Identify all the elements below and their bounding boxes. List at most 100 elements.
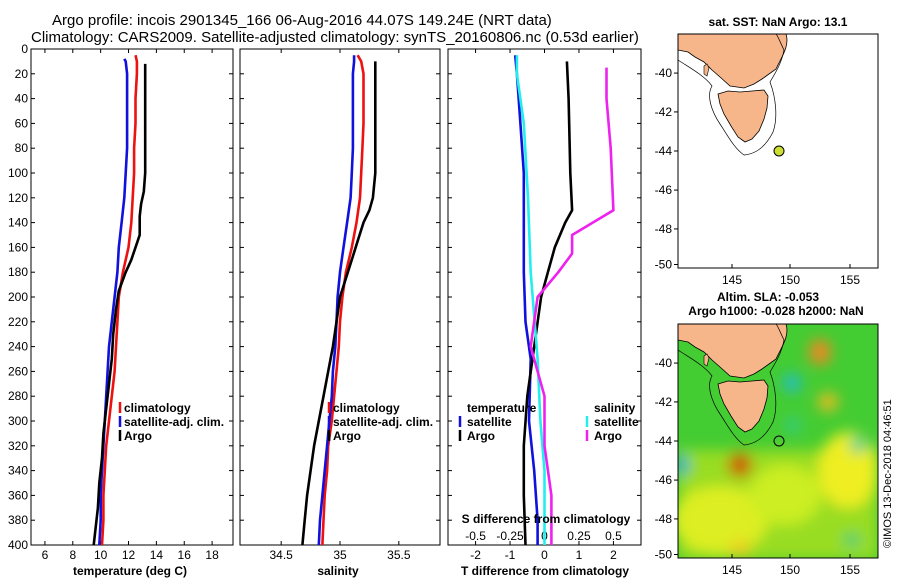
- y-tick-label: 20: [15, 67, 29, 81]
- y-tick-label: 200: [8, 290, 28, 304]
- y-tick-label: 320: [8, 439, 28, 453]
- sla-field-high: [678, 486, 768, 554]
- legend-sal-satellite-label: satellite: [594, 415, 639, 429]
- map-y-tick-label: -40: [655, 66, 673, 80]
- x-tick-label: 14: [150, 548, 164, 562]
- legend-satellite-label: satellite-adj. clim.: [124, 415, 224, 429]
- sla-field-low: [843, 533, 861, 547]
- map-y-tick-label: -46: [655, 183, 673, 197]
- s-tick-label: 0.5: [605, 529, 622, 543]
- y-tick-label: 260: [8, 364, 28, 378]
- map-x-tick-label: 155: [840, 273, 860, 287]
- x-tick-label: -1: [505, 548, 516, 562]
- map-y-tick-label: -42: [655, 395, 673, 409]
- y-tick-label: 380: [8, 513, 28, 527]
- sla-king-island: [703, 353, 710, 367]
- map-x-tick-label: 145: [722, 563, 742, 577]
- y-tick-label: 100: [8, 166, 28, 180]
- plot-frame: [30, 48, 234, 546]
- y-tick-label: 340: [8, 464, 28, 478]
- map-y-tick-label: -50: [655, 257, 673, 271]
- series-group: [92, 54, 147, 545]
- salinity-xlabel: salinity: [317, 564, 359, 578]
- sla-field-peak: [730, 540, 750, 556]
- temperature-legend: climatology satellite-adj. clim. Argo: [118, 401, 224, 443]
- y-tick-label: 180: [8, 265, 28, 279]
- map-x-tick-label: 150: [780, 563, 800, 577]
- series-line-argo: [92, 63, 147, 545]
- sla-field-low: [850, 437, 866, 453]
- sla-field-low: [783, 374, 801, 392]
- legend-sal-argo-label: Argo: [594, 429, 622, 443]
- difference-xlabel: T difference from climatology: [461, 564, 629, 578]
- y-tick-label: 360: [8, 488, 28, 502]
- legend-temp-satellite-label: satellite: [467, 415, 512, 429]
- sla-field-low: [786, 418, 800, 432]
- legend-argo-label: Argo: [124, 429, 152, 443]
- title-line2: Climatology: CARS2009. Satellite-adjuste…: [31, 29, 639, 46]
- x-tick-label: 16: [178, 548, 192, 562]
- sla-map: Altim. SLA: -0.053 Argo h1000: -0.028 h2…: [655, 290, 879, 577]
- x-tick-label: 10: [94, 548, 108, 562]
- series-line-satellite-adj-clim-: [317, 55, 356, 545]
- salinity-legend: climatology satellite-adj. clim. Argo: [327, 401, 433, 443]
- series-group: [513, 55, 615, 545]
- sla-field-peak: [728, 453, 752, 477]
- map-y-tick-label: -42: [655, 105, 673, 119]
- series-line-temperature-argo: [522, 61, 574, 545]
- series-group: [301, 54, 377, 545]
- temperature-panel: 0 20 40 60 80 100 120 140 160 180 200 220 240 260 280 3…: [8, 42, 234, 562]
- map-y-tick-label: -40: [655, 356, 673, 370]
- y-tick-label: 220: [8, 315, 28, 329]
- sst-tasmania: [717, 89, 769, 143]
- legend-salinity-title: salinity: [594, 401, 636, 415]
- sla-field-low: [678, 455, 689, 475]
- copyright-stamp: ©IMOS 13-Dec-2018 04:46:51: [882, 399, 894, 548]
- y-tick-label: 140: [8, 216, 28, 230]
- map-y-tick-label: -50: [655, 547, 673, 561]
- sst-king-island: [703, 63, 710, 77]
- y-tick-label: 40: [15, 92, 29, 106]
- x-tick-label: 34.5: [269, 548, 293, 562]
- legend-climatology-label: climatology: [124, 401, 191, 415]
- map-y-tick-label: -46: [655, 473, 673, 487]
- sst-argo-marker: [773, 145, 785, 157]
- sst-map-title: sat. SST: NaN Argo: 13.1: [709, 15, 848, 29]
- map-y-tick-label: -44: [655, 144, 673, 158]
- legend-temperature-title: temperature: [467, 401, 537, 415]
- difference-temperature-legend: temperature satellite Argo: [458, 401, 537, 443]
- y-tick-label: 60: [15, 116, 29, 130]
- legend-temp-argo-label: Argo: [467, 429, 495, 443]
- sla-mainland: [678, 324, 788, 379]
- x-tick-label: -2: [470, 548, 481, 562]
- sst-map: sat. SST: NaN Argo: 13.1 145 150 155 -40 -42…: [655, 15, 879, 287]
- x-tick-label: 35: [333, 548, 347, 562]
- y-tick-label: 0: [21, 42, 28, 56]
- legend-satellite-label: satellite-adj. clim.: [333, 415, 433, 429]
- s-tick-label: 0.25: [567, 529, 591, 543]
- sla-tasmania: [717, 379, 769, 433]
- x-tick-label: 18: [205, 548, 219, 562]
- difference-panel: -2 -1 0 1 2-0.5 -0.25 0 0.25 0.5: [447, 48, 642, 562]
- series-line-salinity-satellite: [515, 55, 546, 545]
- sla-argo-marker: [773, 435, 785, 447]
- map-x-tick-label: 150: [780, 273, 800, 287]
- x-tick-label: 0: [541, 548, 548, 562]
- s-tick-label: -0.5: [465, 529, 486, 543]
- map-x-tick-label: 145: [722, 273, 742, 287]
- temperature-xlabel: temperature (deg C): [73, 564, 187, 578]
- sla-shelf-contour: [678, 324, 785, 446]
- map-y-tick-label: -44: [655, 434, 673, 448]
- title-line1: Argo profile: incois 2901345_166 06-Aug-…: [52, 12, 552, 29]
- x-tick-label: 12: [122, 548, 136, 562]
- series-line-argo: [301, 61, 377, 545]
- sla-map-title-line1: Altim. SLA: -0.053: [717, 290, 819, 304]
- y-tick-label: 80: [15, 141, 29, 155]
- x-tick-label: 1: [576, 548, 583, 562]
- sst-shelf-contour: [678, 34, 785, 156]
- y-tick-label: 160: [8, 240, 28, 254]
- y-tick-label: 300: [8, 414, 28, 428]
- y-tick-label: 400: [8, 538, 28, 552]
- map-x-tick-label: 155: [840, 563, 860, 577]
